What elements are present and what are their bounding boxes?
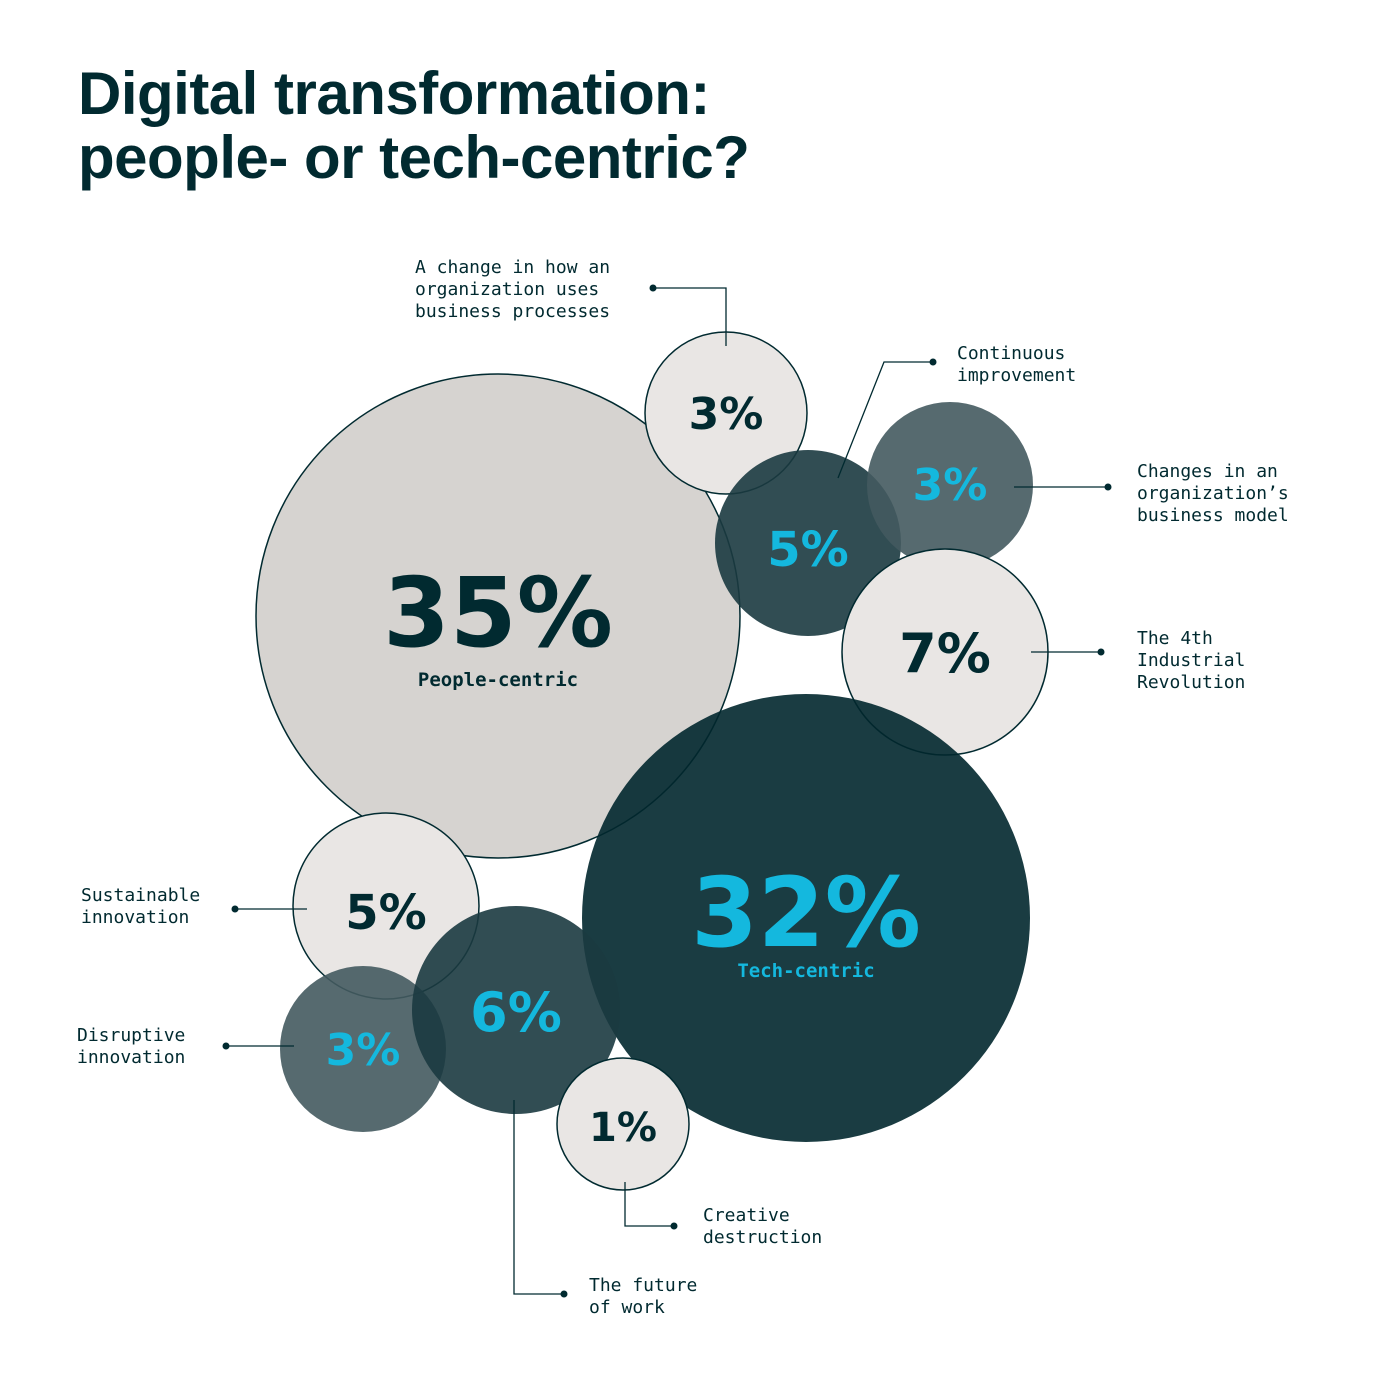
value-label-changes-in-an-organization-s-business-model: 3% [913,460,988,511]
category-label-line: Changes in an [1137,461,1278,482]
category-label-line: Creative [703,1205,790,1226]
value-label-disruptive-innovation: 3% [326,1025,401,1076]
value-label-creative-destruction: 1% [589,1105,657,1151]
category-label-line: Disruptive [77,1025,185,1046]
category-label-creative-destruction: Creative destruction [703,1205,822,1248]
category-label-line: of work [589,1297,665,1318]
category-label-line: destruction [703,1227,822,1248]
category-label-line: Industrial [1137,650,1245,671]
category-label-the-future-of-work: The future of work [589,1275,697,1318]
category-label-line: A change in how an [415,257,610,278]
leader-line-the-future-of-work [513,1100,564,1295]
leader-dot-the-4th-industrial-revolution [1097,648,1105,656]
chart-title-line-1: Digital transformation: [78,60,710,127]
category-label-line: business processes [415,301,610,322]
leader-dot-creative-destruction [670,1222,678,1230]
leader-line-continuous-improvement [837,361,933,479]
category-label-line: organization’s [1137,483,1289,504]
bubble-creative-destruction [556,1057,690,1191]
bubble-the-future-of-work [412,906,620,1114]
group-label-tech-centric: Tech-centric [737,960,874,982]
category-label-line: Sustainable [81,885,200,906]
leader-dot-sustainable-innovation [231,905,239,913]
leader-dot-a-change-in-how-an-organization-uses-business-processes [649,284,657,292]
bubble-tech-centric [582,694,1030,1142]
category-label-line: innovation [81,907,189,928]
category-label-line: The future [589,1275,697,1296]
category-label-line: The 4th [1137,628,1213,649]
category-label-line: Continuous [957,343,1065,364]
leader-line-creative-destruction [624,1182,674,1227]
value-label-sustainable-innovation: 5% [345,885,427,941]
category-label-a-change-in-how-an-organization-uses-business-processes: A change in how an organization uses busin… [415,257,610,322]
category-label-line: organization uses [415,279,599,300]
category-label-changes-in-an-organization-s-business-model: Changes in an organization’s business mode… [1137,461,1289,526]
leader-lines-layer [222,284,1112,1298]
chart-title: Digital transformation: people- or tech-… [78,60,750,191]
category-label-line: business model [1137,505,1289,526]
value-label-the-4th-industrial-revolution: 7% [899,622,991,685]
category-label-the-4th-industrial-revolution: The 4th Industrial Revolution [1137,628,1245,693]
group-label-people-centric: People-centric [418,669,578,691]
value-label-the-future-of-work: 6% [470,981,562,1044]
value-label-tech-centric: 32% [691,857,921,969]
category-label-line: Revolution [1137,672,1245,693]
leader-dot-the-future-of-work [560,1290,568,1298]
bubble-people-centric [255,373,741,859]
category-label-sustainable-innovation: Sustainable innovation [81,885,200,928]
value-label-people-centric: 35% [383,557,613,669]
category-label-disruptive-innovation: Disruptive innovation [77,1025,185,1068]
bubble-layer [255,331,1049,1191]
bubble-disruptive-innovation [280,966,446,1132]
bubble-continuous-improvement [715,450,901,636]
category-label-line: improvement [957,365,1076,386]
category-label-line: innovation [77,1047,185,1068]
leader-dot-disruptive-innovation [222,1042,230,1050]
bubble-changes-in-an-organization-s-business-model [867,402,1033,568]
value-label-continuous-improvement: 5% [767,522,849,578]
category-label-continuous-improvement: Continuous improvement [957,343,1076,386]
leader-dot-continuous-improvement [929,358,937,366]
leader-dot-changes-in-an-organization-s-business-model [1104,483,1112,491]
leader-line-a-change-in-how-an-organization-uses-business-processes [653,287,727,346]
labels-layer: 35%People-centric 32%Tech-centric 3% A chan… [77,257,1289,1318]
value-label-a-change-in-how-an-organization-uses-business-processes: 3% [689,389,764,440]
chart-title-line-2: people- or tech-centric? [78,124,750,191]
